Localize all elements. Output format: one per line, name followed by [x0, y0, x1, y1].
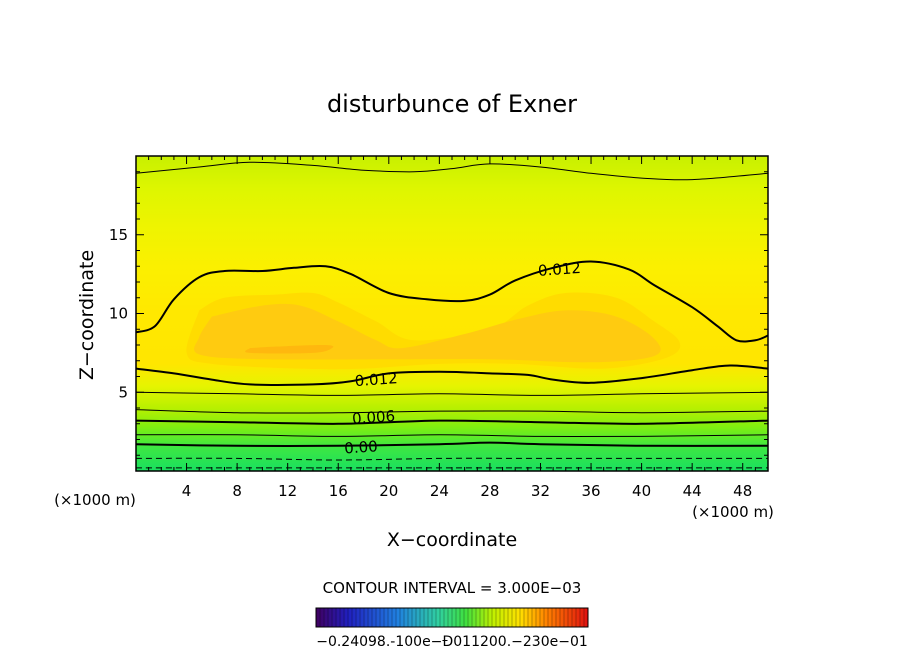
contour-label: 0.012	[354, 369, 398, 390]
x-tick-label: 44	[683, 482, 702, 500]
contour-labels: 0.012 0.012 0.006 0.00	[344, 259, 582, 458]
y-axis-ticks: 5 10 15	[109, 171, 768, 456]
y-tick-label: 10	[109, 305, 128, 323]
x-tick-label: 16	[329, 482, 348, 500]
x-tick-label: 28	[480, 482, 499, 500]
contour-line	[136, 260, 768, 343]
contour-line	[136, 441, 768, 448]
contour-line	[136, 364, 768, 386]
x-tick-label: 36	[581, 482, 600, 500]
colorbar-ticks	[319, 608, 585, 627]
fill-region	[245, 344, 334, 354]
contour-line	[136, 391, 768, 396]
contour-label: 0.012	[537, 259, 581, 280]
x-tick-label: 8	[232, 482, 242, 500]
chart-title: disturbunce of Exner	[327, 90, 577, 118]
x-axis-label: X−coordinate	[387, 529, 517, 551]
y-tick-label: 5	[118, 383, 128, 401]
contour-label: 0.006	[352, 407, 396, 428]
x-axis-ticks: 4 8 12 16 20 24 28 32 36 40 44 48	[148, 156, 756, 500]
contour-line	[136, 419, 768, 425]
x-tick-label: 32	[531, 482, 550, 500]
x-tick-label: 4	[182, 482, 192, 500]
contour-line	[136, 161, 768, 181]
contour-interval-text: CONTOUR INTERVAL = 3.000E−03	[323, 579, 582, 597]
x-tick-label: 40	[632, 482, 651, 500]
x-tick-label: 48	[733, 482, 752, 500]
y-tick-label: 15	[109, 226, 128, 244]
colorbar	[315, 607, 589, 628]
x-tick-label: 20	[379, 482, 398, 500]
fill-regions	[186, 292, 681, 370]
contour-lines	[136, 161, 768, 469]
x-axis-unit-right: (×1000 m)	[692, 503, 774, 521]
contour-line	[136, 409, 768, 414]
colorbar-labels: −0.24098.‐100e−Đ011200.−230e−01	[316, 634, 588, 650]
contour-label: 0.00	[344, 437, 379, 457]
y-axis-label: Z−coordinate	[76, 250, 98, 380]
x-tick-label: 24	[430, 482, 449, 500]
x-axis-unit-left: (×1000 m)	[54, 491, 136, 509]
contour-line	[136, 434, 768, 438]
x-tick-label: 12	[278, 482, 297, 500]
contour-line	[136, 457, 768, 461]
